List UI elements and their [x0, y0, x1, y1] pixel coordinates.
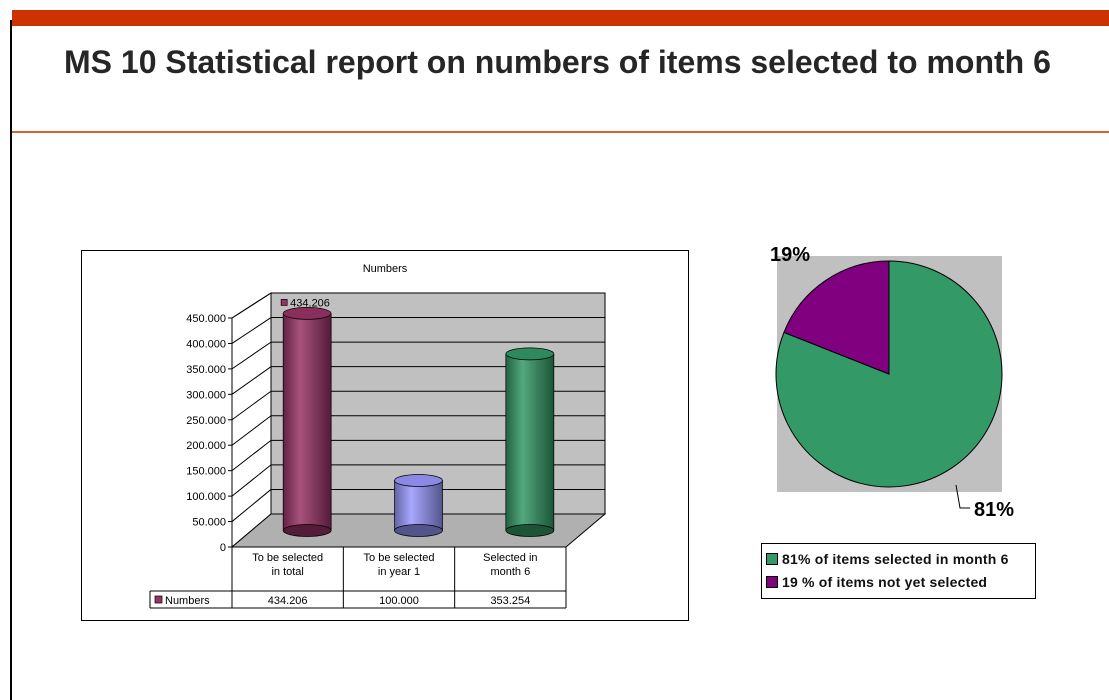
slide-title: MS 10 Statistical report on numbers of i… — [64, 44, 1051, 80]
gridline-side — [231, 341, 272, 370]
bar-chart-title: Numbers — [363, 263, 408, 275]
data-label: 434.206 — [290, 297, 330, 309]
legend-item-selected: 81% of items selected in month 6 — [766, 547, 1031, 570]
gridline-side — [231, 366, 272, 395]
bar-base-2 — [505, 524, 555, 537]
category-label: To be selected in year 1 — [364, 552, 435, 578]
legend-item-not-selected: 19 % of items not yet selected — [766, 570, 1031, 593]
gridline-side — [231, 489, 272, 522]
bar-1 — [394, 480, 443, 531]
slide-border — [10, 20, 12, 700]
pie-slice-1 — [783, 260, 890, 375]
table-value: 434.206 — [268, 595, 308, 607]
bar-2 — [505, 353, 555, 531]
y-tick-label: 150.000 — [186, 466, 226, 478]
bar-0 — [282, 313, 332, 531]
category-label-line: Selected in — [483, 552, 537, 564]
gridline-side — [231, 292, 272, 319]
gridline-side — [231, 464, 272, 497]
title-accent-bar — [12, 10, 1109, 26]
pie-chart: 19% 81% — [770, 244, 1014, 521]
category-label-line: To be selected — [364, 552, 435, 564]
category-label: Selected in month 6 — [483, 552, 537, 578]
legend-label-not-selected: 19 % of items not yet selected — [782, 573, 988, 590]
gridline-side — [231, 317, 272, 344]
category-label-line: in year 1 — [378, 566, 420, 578]
y-tick-label: 400.000 — [186, 338, 226, 350]
table-row-label: Numbers — [165, 595, 210, 607]
bar-chart: Numbers 0 50.000 100.000 150.000 200.000 250.0… — [81, 250, 689, 621]
y-tick-label: 50.000 — [192, 517, 226, 529]
gridline-side — [231, 390, 272, 421]
bar-base-0 — [282, 524, 332, 537]
bar-base-1 — [394, 524, 443, 537]
legend-label-selected: 81% of items selected in month 6 — [782, 550, 1009, 567]
y-tick-label: 350.000 — [186, 364, 226, 376]
bar-top-1 — [394, 474, 443, 487]
gridline-side — [231, 439, 272, 472]
bar-chart-svg: Numbers 0 50.000 100.000 150.000 200.000 250.0… — [149, 263, 607, 609]
y-tick-label: 100.000 — [186, 491, 226, 503]
table-legend-swatch — [154, 595, 163, 604]
y-tick-label: 300.000 — [186, 389, 226, 401]
category-label-line: month 6 — [490, 566, 530, 578]
data-label-marker — [280, 299, 288, 306]
y-tick-label: 0 — [220, 542, 226, 554]
y-tick-label: 250.000 — [186, 415, 226, 427]
category-label-line: in total — [271, 566, 303, 578]
pie-leader-line — [955, 484, 970, 509]
pie-label-small: 19% — [770, 244, 810, 266]
pie-label-large: 81% — [974, 499, 1014, 521]
category-label: To be selected in total — [252, 552, 323, 578]
table-value: 353.254 — [490, 595, 530, 607]
title-divider — [12, 131, 1109, 133]
y-tick-label: 200.000 — [186, 440, 226, 452]
y-tick-label: 450.000 — [186, 313, 226, 325]
bar-top-0 — [282, 307, 332, 320]
table-value: 100.000 — [379, 595, 419, 607]
legend-swatch-selected — [766, 552, 778, 565]
legend-swatch-not-selected — [766, 575, 778, 588]
category-label-line: To be selected — [252, 552, 323, 564]
bar-top-2 — [505, 347, 555, 361]
gridline-side — [231, 415, 272, 446]
pie-legend: 81% of items selected in month 6 19 % of… — [761, 543, 1036, 599]
